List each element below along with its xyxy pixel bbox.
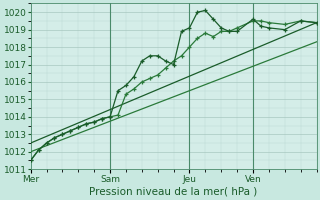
X-axis label: Pression niveau de la mer( hPa ): Pression niveau de la mer( hPa ) xyxy=(90,187,258,197)
